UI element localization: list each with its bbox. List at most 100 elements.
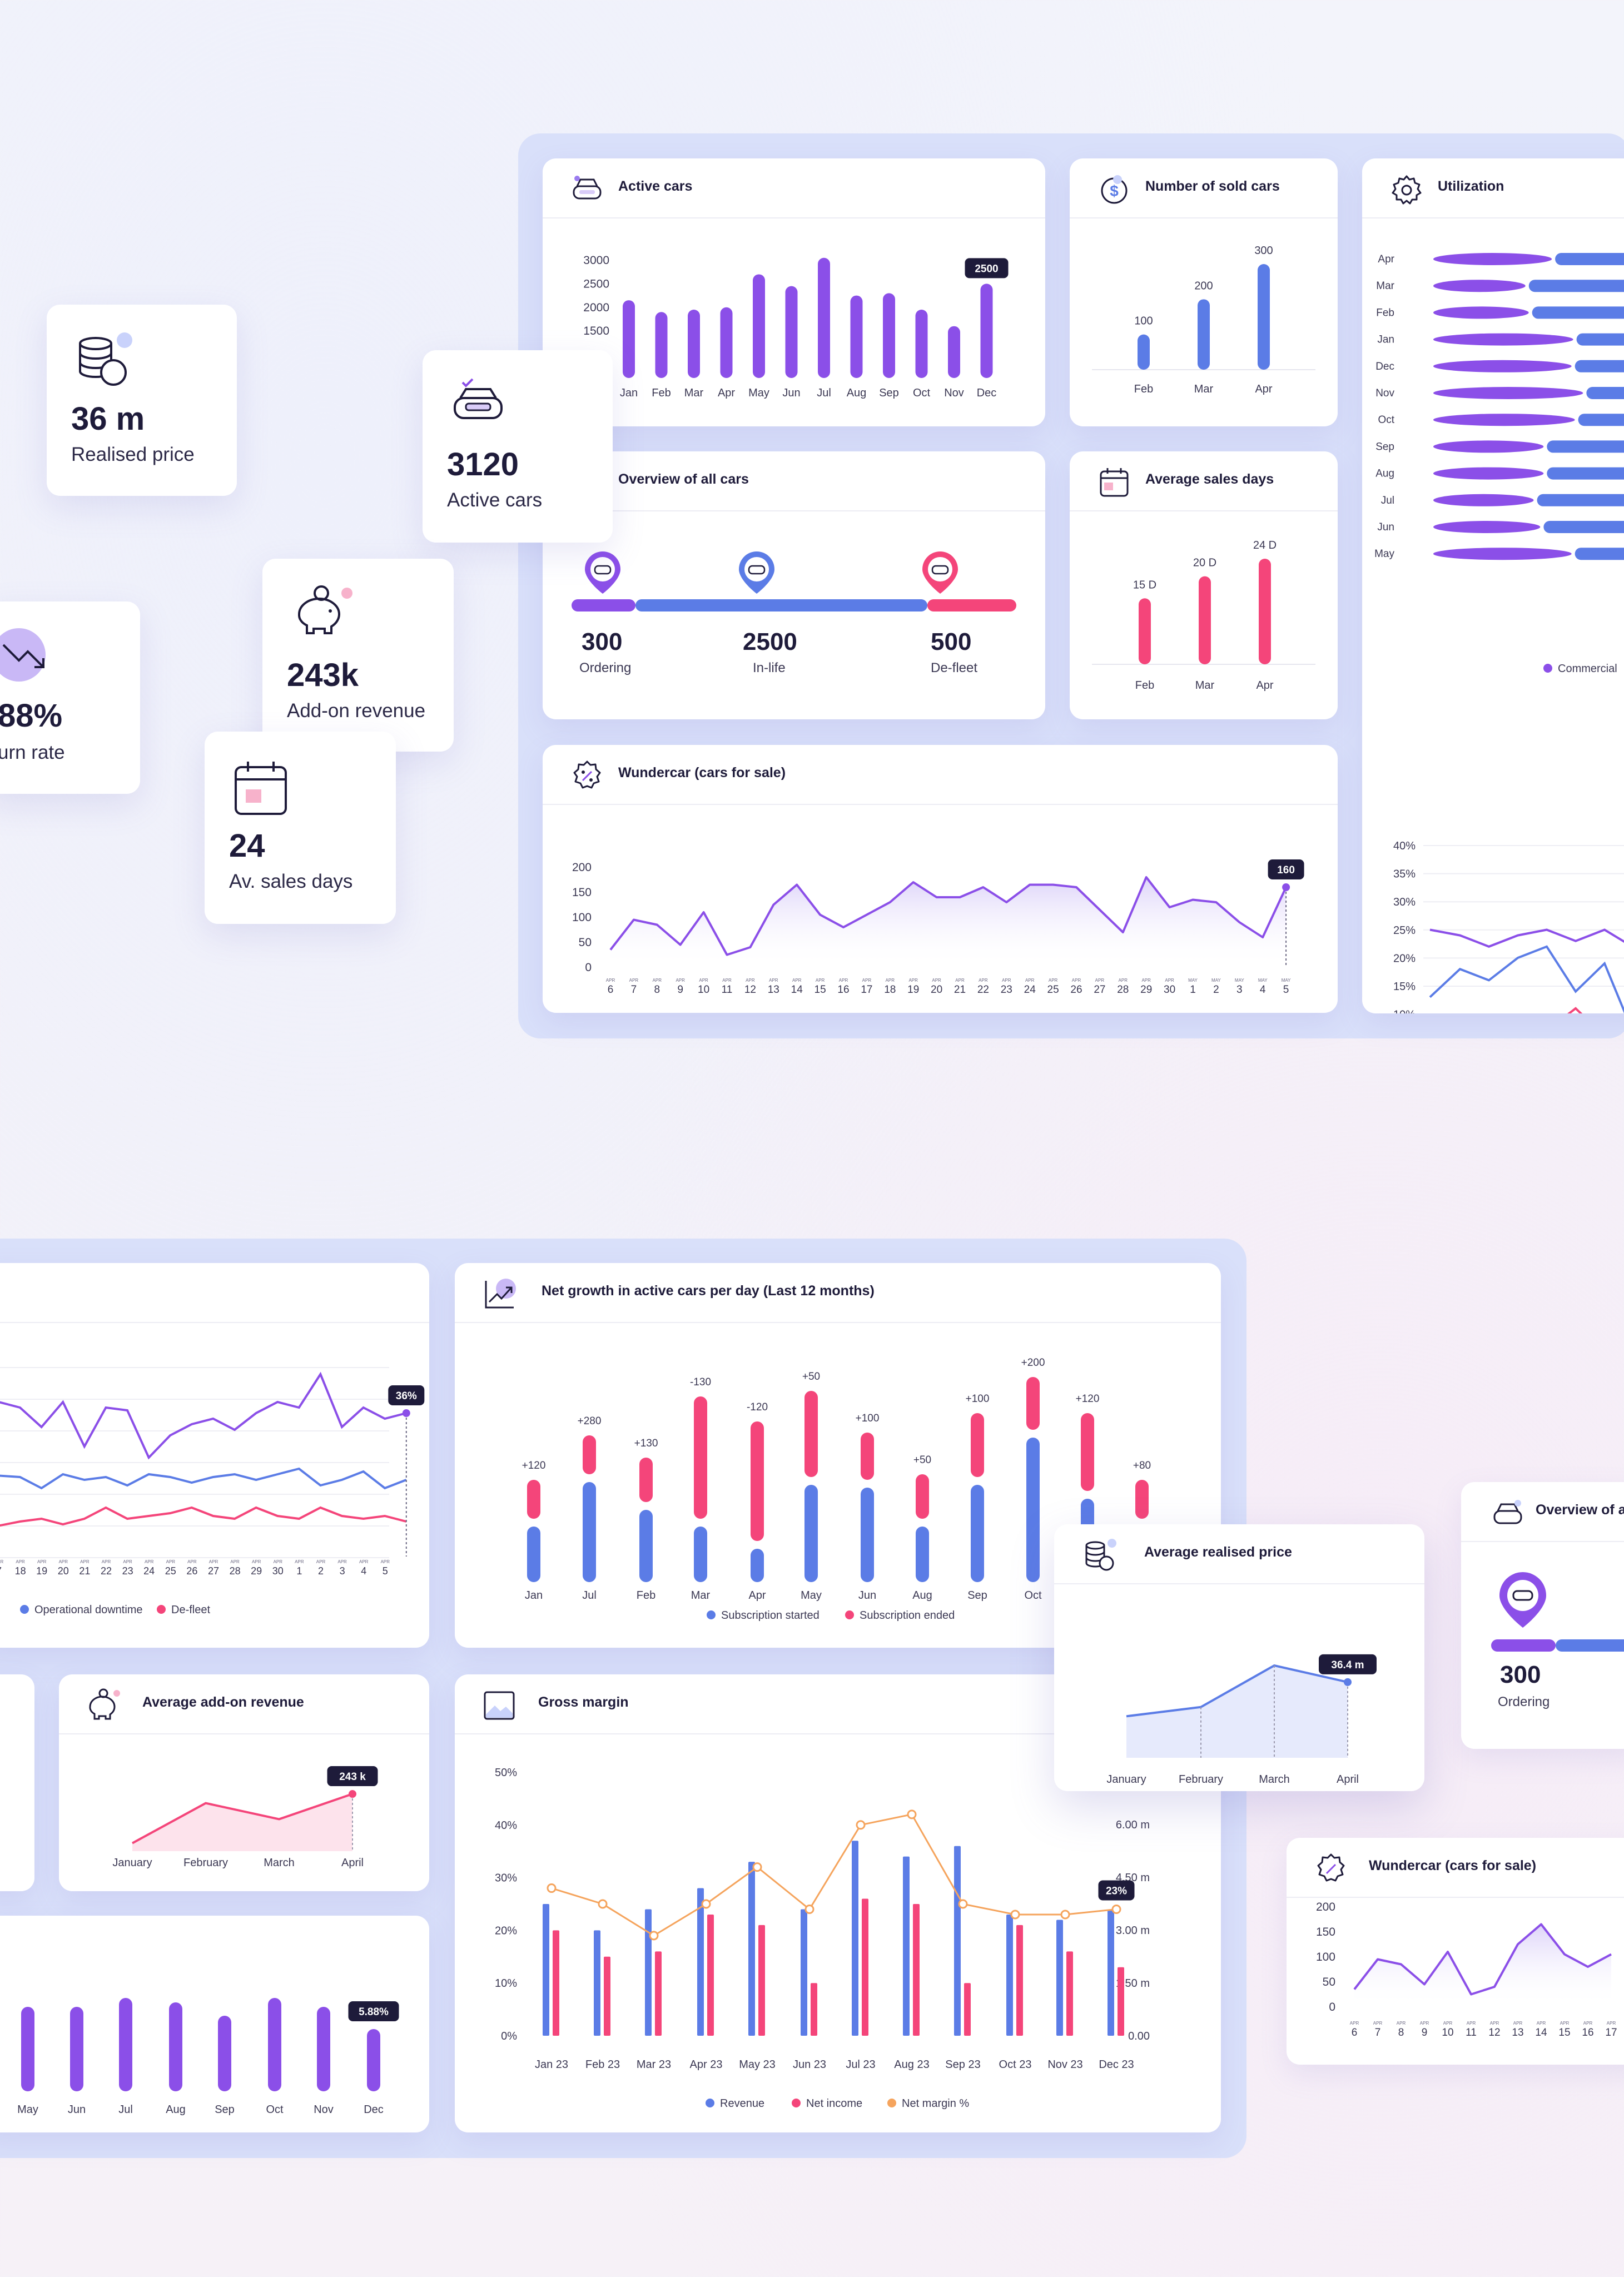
x-tick-label: 8 [654, 984, 660, 996]
area-fill [1354, 1924, 1611, 2007]
overview-progress-track [572, 551, 1016, 611]
ordering-count: 300 [582, 628, 623, 655]
x-tick-label: Aug [847, 387, 867, 399]
data-label: +120 [522, 1460, 546, 1471]
month-tag: APR [1141, 978, 1151, 983]
y-tick-label: Sep [1375, 441, 1394, 453]
avg-sales-days-card: Average sales days 15 D Feb 20 D Mar 24 D Apr [1070, 451, 1338, 719]
net-income-bar [604, 1956, 610, 2036]
area-fill [132, 1794, 352, 1851]
y-tick-label: Aug [1375, 468, 1394, 480]
data-label: +130 [634, 1438, 658, 1449]
x-tick-label: Sep [215, 2104, 235, 2116]
month-tag: APR [699, 978, 708, 983]
revenue-bar [594, 1930, 600, 2036]
x-tick-label: 15 [1558, 2027, 1570, 2039]
avg-sales-days-title: Average sales days [1145, 471, 1274, 487]
month-tag: APR [16, 1559, 25, 1564]
avg-addon-card: Average add-on revenue 243 k January Febru… [59, 1674, 429, 1891]
legend-label: Subscription ended [860, 1609, 955, 1622]
x-tick-label: 23 [1001, 984, 1012, 996]
monthly-bar-chart: May Jun Jul Aug Sep Oct Nov Dec 5.88% [17, 1998, 399, 2116]
y-tick-label: 35% [1393, 868, 1416, 881]
x-tick-label: Dec 23 [1099, 2059, 1134, 2071]
commercial-bar [1433, 440, 1544, 453]
bar [70, 2007, 83, 2091]
commercial-bar [1433, 387, 1583, 399]
bar [655, 312, 668, 378]
x-tick-label: April [1337, 1773, 1359, 1786]
data-label: 300 [1254, 245, 1273, 257]
x-tick-label: 11 [722, 984, 733, 996]
x-tick-label: 17 [1605, 2027, 1617, 2039]
x-tick-label: Feb [1134, 383, 1153, 395]
piggy-bank-icon [297, 585, 352, 634]
partial-left-card [0, 1674, 34, 1891]
net-margin-point [547, 1883, 557, 1893]
started-bar [971, 1485, 984, 1582]
x-tick-label: 23 [122, 1565, 133, 1577]
avg-addon-title: Average add-on revenue [142, 1694, 304, 1710]
commercial-bar [1433, 253, 1552, 265]
commercial-bar [1433, 280, 1526, 292]
x-tick-label: 7 [631, 984, 637, 996]
month-tag: APR [1095, 978, 1105, 983]
x-tick-label: 4 [1260, 984, 1266, 996]
downtime-tooltip: 36% [396, 1390, 417, 1402]
month-tag: APR [274, 1559, 283, 1564]
active-cars-tooltip-bg [965, 258, 1009, 279]
month-tag: APR [230, 1559, 240, 1564]
x-tick-label: Feb [637, 1589, 655, 1602]
bar [1258, 264, 1270, 370]
downtime-line-chart: 36%APR7APR18APR19APR20APR21APR22APR23APR… [0, 1367, 425, 1616]
y-tick-label: 50 [579, 936, 592, 949]
started-bar [583, 1482, 596, 1582]
dollar-coin-icon: $ [1101, 175, 1128, 204]
x-tick-label: 8 [1398, 2027, 1404, 2039]
net-income-bar [811, 1983, 817, 2036]
revenue-bar [852, 1841, 858, 2036]
churn-rate-value: 88% [0, 698, 63, 734]
data-label: 20 D [1193, 557, 1216, 569]
x-tick-label: 12 [1488, 2027, 1500, 2039]
month-tag: APR [1443, 2021, 1453, 2026]
month-tag: APR [1560, 2021, 1570, 2026]
tooltip-dot [402, 1409, 410, 1417]
month-tag: APR [908, 978, 918, 983]
x-tick-label: Aug [912, 1589, 932, 1602]
month-tag: APR [1513, 2021, 1523, 2026]
x-tick-label: 17 [861, 984, 872, 996]
month-tag: APR [839, 978, 848, 983]
started-bar [527, 1527, 540, 1582]
defleet-count: 500 [931, 628, 972, 655]
started-bar [916, 1527, 929, 1582]
month-tag: APR [1119, 978, 1128, 983]
avg-addon-area-chart: 243 k January February March April [112, 1766, 378, 1869]
svg-text:$: $ [1110, 182, 1119, 200]
series-line [609, 876, 1287, 956]
ended-bar [861, 1433, 874, 1480]
piggy-bank-icon [89, 1688, 120, 1720]
gross-margin-tooltip-bg [1098, 1880, 1135, 1901]
month-tag: APR [359, 1559, 369, 1564]
month-tag: APR [295, 1559, 304, 1564]
ended-bar [583, 1435, 596, 1474]
y-tick-label: Jun [1377, 521, 1394, 533]
other-bar [1537, 494, 1624, 506]
data-label: +50 [802, 1371, 820, 1383]
net-margin-point [649, 1931, 659, 1941]
x-tick-label: 7 [1375, 2027, 1381, 2039]
series-line [0, 1467, 407, 1490]
y-tick-label: Nov [1375, 387, 1394, 399]
bar [980, 284, 993, 378]
x-tick-label: 5 [383, 1565, 388, 1577]
legend-dot [1543, 664, 1552, 673]
sold-cars-title: Number of sold cars [1145, 178, 1280, 194]
x-tick-label: 14 [1535, 2027, 1547, 2039]
x-tick-label: 29 [251, 1565, 262, 1577]
bar [883, 293, 895, 378]
x-tick-label: 19 [36, 1565, 47, 1577]
started-bar [639, 1510, 653, 1582]
x-tick-label: Jan [620, 387, 638, 399]
x-tick-label: March [1259, 1773, 1290, 1786]
